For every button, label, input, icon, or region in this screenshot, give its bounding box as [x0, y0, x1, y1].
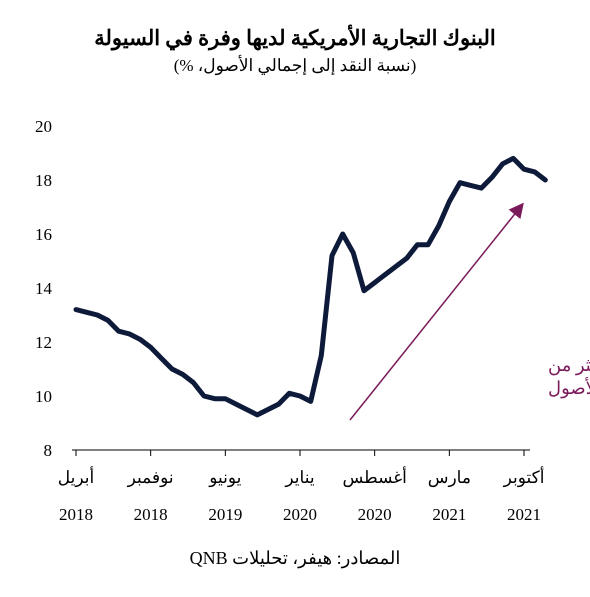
x-tick-month-label: أغسطس [342, 466, 406, 488]
annotation-line-1: زيادة النقد أكثر من [548, 353, 590, 376]
x-tick-month-label: نوفمبر [127, 468, 174, 488]
x-tick-year-label: 2018 [59, 505, 93, 524]
chart-title: البنوك التجارية الأمريكية لديها وفرة في … [94, 26, 496, 50]
y-tick-label: 20 [35, 117, 52, 136]
x-tick-year-label: 2020 [283, 505, 317, 524]
y-tick-label: 12 [35, 333, 52, 352]
x-tick-year-label: 2021 [432, 505, 466, 524]
y-tick-label: 18 [35, 171, 52, 190]
series-line [73, 155, 548, 418]
y-tick-label: 16 [35, 225, 52, 244]
x-tick-month-label: أبريل [58, 466, 94, 488]
x-tick-month-label: يناير [284, 468, 314, 488]
source-note: المصادر: هيفر، تحليلات QNB [189, 548, 401, 568]
annotation-line-2: الأصول [548, 376, 590, 399]
trend-arrow [349, 202, 524, 421]
y-tick-label: 14 [35, 279, 53, 298]
x-tick-year-label: 2020 [358, 505, 392, 524]
chart-subtitle: (نسبة النقد إلى إجمالي الأصول، %) [173, 56, 417, 75]
x-tick-month-label: مارس [428, 468, 471, 488]
x-tick-month-label: يونيو [208, 468, 241, 488]
y-tick-label: 10 [35, 387, 52, 406]
x-tick-year-label: 2018 [134, 505, 168, 524]
x-tick-year-label: 2019 [208, 505, 242, 524]
x-tick-month-label: أكتوبر [503, 466, 545, 488]
x-tick-year-label: 2021 [507, 505, 541, 524]
y-tick-label: 8 [44, 441, 53, 460]
